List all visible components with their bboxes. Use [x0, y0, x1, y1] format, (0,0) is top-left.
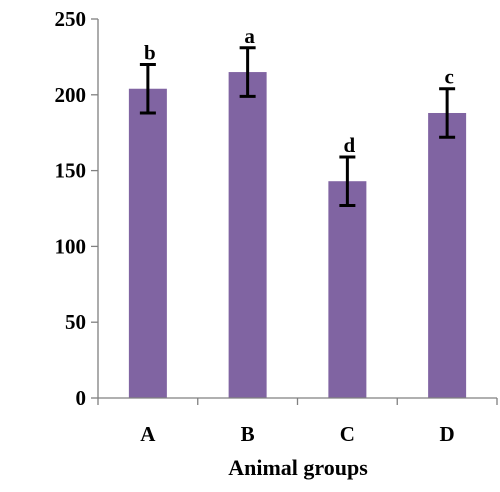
error-bars-group — [139, 46, 456, 207]
significance-label-C: d — [344, 133, 356, 157]
y-tick-label: 150 — [55, 159, 87, 183]
significance-labels-group: b a d c — [144, 24, 454, 157]
y-tick-label: 250 — [55, 7, 87, 31]
x-axis-ticks: A B C D — [97, 398, 498, 446]
y-tick-label: 200 — [55, 83, 87, 107]
x-tick-label-C: C — [340, 422, 355, 446]
x-tick-label-A: A — [140, 422, 156, 446]
y-tick-label: 0 — [76, 386, 87, 410]
y-tick-label: 100 — [55, 234, 87, 258]
y-axis-ticks: 0 50 100 150 200 250 — [55, 7, 98, 410]
x-axis-title: Animal groups — [228, 455, 368, 480]
y-tick-label: 50 — [65, 310, 86, 334]
x-tick-label-D: D — [440, 422, 455, 446]
significance-label-B: a — [244, 24, 255, 48]
bar-D — [428, 112, 467, 398]
bar-A — [128, 88, 167, 399]
x-tick-label-B: B — [241, 422, 255, 446]
bar-B — [228, 72, 267, 398]
significance-label-A: b — [144, 40, 156, 64]
bars-group — [128, 72, 467, 399]
significance-label-D: c — [444, 65, 453, 89]
bar-C — [328, 181, 367, 398]
